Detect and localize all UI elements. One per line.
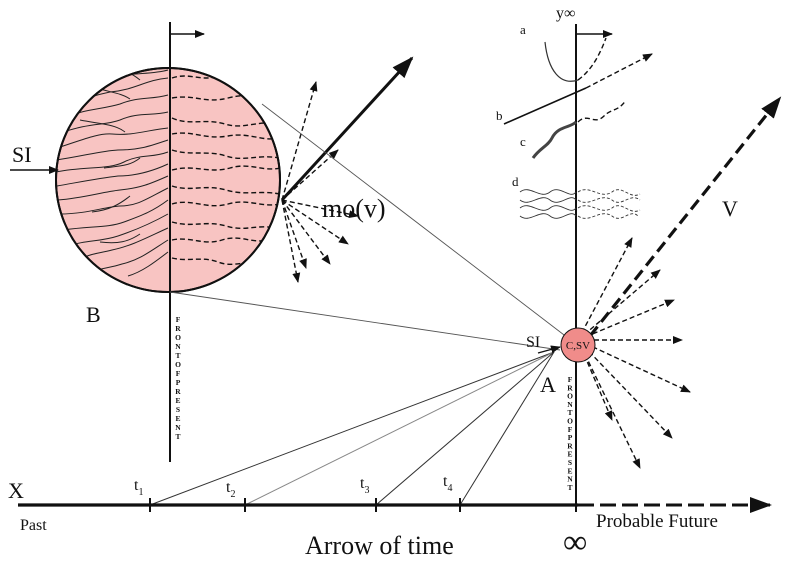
node-csv — [560, 327, 596, 363]
connector-upper — [261, 103, 569, 339]
circle-b — [55, 67, 281, 293]
label-y-inf: y∞ — [556, 5, 575, 22]
label-mov: mo(v) — [322, 194, 386, 223]
label-probable-future: Probable Future — [596, 511, 718, 532]
svg-text:t1: t1 — [134, 477, 143, 498]
label-curve-d: d — [512, 174, 519, 189]
label-v: V — [722, 196, 738, 221]
history-lines — [149, 351, 555, 506]
connector-lower — [169, 291, 561, 351]
label-curve-c: c — [520, 134, 526, 149]
label-si-right: SI — [526, 334, 540, 351]
label-curve-a: a — [520, 22, 526, 37]
node-csv-label: C,SV — [566, 340, 590, 352]
axis-ticks — [149, 498, 461, 512]
tick-label-t1: t1 — [134, 477, 143, 498]
label-curve-b: b — [496, 108, 503, 123]
v-arrow — [588, 96, 782, 337]
label-a: A — [540, 372, 556, 397]
label-past: Past — [20, 517, 47, 534]
label-b: B — [86, 302, 101, 327]
tick-label-t3: t3 — [360, 475, 369, 496]
label-x: X — [8, 478, 24, 503]
node-emission — [577, 237, 691, 469]
curve-c-graphic — [531, 99, 627, 159]
label-arrow-of-time: Arrow of time — [305, 531, 454, 560]
svg-text:t3: t3 — [360, 475, 369, 496]
label-si-left: SI — [12, 142, 32, 167]
curve-b-graphic — [503, 53, 653, 125]
label-infinity: ∞ — [563, 524, 587, 561]
svg-text:t2: t2 — [226, 479, 235, 500]
mov-emission — [280, 56, 414, 283]
tick-label-t4: t4 — [443, 473, 452, 494]
svg-text:t4: t4 — [443, 473, 452, 494]
curve-a-graphic — [544, 37, 607, 82]
curve-d-graphic — [519, 189, 641, 219]
tick-label-t2: t2 — [226, 479, 235, 500]
si-arrow-right — [537, 345, 561, 354]
